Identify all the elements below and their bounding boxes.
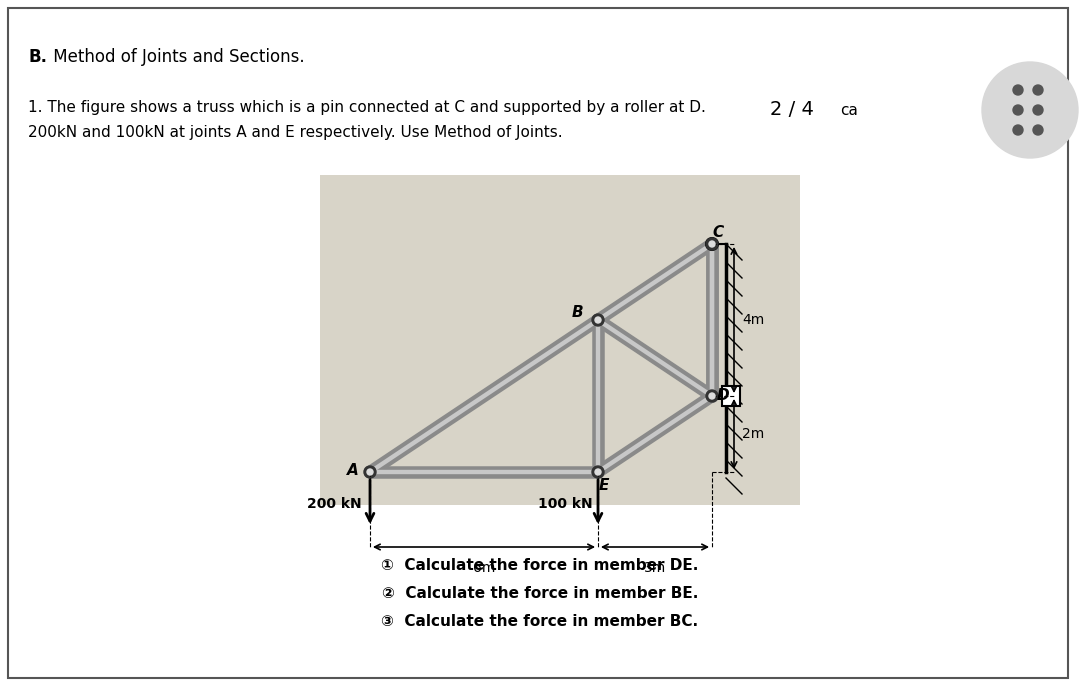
Text: B: B <box>571 305 583 320</box>
Text: C: C <box>712 225 724 240</box>
Circle shape <box>1032 105 1043 115</box>
Text: ①  Calculate the force in member DE.: ① Calculate the force in member DE. <box>381 558 699 573</box>
Circle shape <box>982 62 1078 158</box>
Text: 200 kN: 200 kN <box>308 497 362 511</box>
Bar <box>320 175 800 505</box>
Circle shape <box>592 314 604 326</box>
Circle shape <box>595 317 600 323</box>
Text: 2 / 4: 2 / 4 <box>770 100 814 119</box>
Circle shape <box>706 238 718 250</box>
Circle shape <box>708 393 715 399</box>
Circle shape <box>1013 105 1023 115</box>
Text: ③  Calculate the force in member BC.: ③ Calculate the force in member BC. <box>381 614 699 629</box>
Text: Method of Joints and Sections.: Method of Joints and Sections. <box>48 48 305 66</box>
Text: D: D <box>717 389 730 403</box>
Circle shape <box>1032 85 1043 95</box>
Text: 4m: 4m <box>742 313 765 327</box>
Circle shape <box>1032 125 1043 135</box>
Text: ca: ca <box>840 103 858 118</box>
Circle shape <box>367 469 373 475</box>
Circle shape <box>1013 125 1023 135</box>
Circle shape <box>592 466 604 478</box>
Text: 6m: 6m <box>473 561 496 575</box>
Text: B.: B. <box>28 48 48 66</box>
Text: 2m: 2m <box>742 427 765 441</box>
Circle shape <box>364 466 376 478</box>
Text: 1. The figure shows a truss which is a pin connected at C and supported by a rol: 1. The figure shows a truss which is a p… <box>28 100 706 115</box>
Circle shape <box>1013 85 1023 95</box>
Text: ②  Calculate the force in member BE.: ② Calculate the force in member BE. <box>382 586 698 601</box>
Text: 100 kN: 100 kN <box>538 497 593 511</box>
Text: 3m: 3m <box>644 561 666 575</box>
Circle shape <box>706 238 718 250</box>
Text: 200kN and 100kN at joints A and E respectively. Use Method of Joints.: 200kN and 100kN at joints A and E respec… <box>28 125 563 140</box>
Text: E: E <box>598 477 609 493</box>
Circle shape <box>595 469 600 475</box>
Text: A: A <box>347 462 359 477</box>
Circle shape <box>706 390 718 402</box>
Bar <box>723 386 740 406</box>
Circle shape <box>708 241 715 247</box>
